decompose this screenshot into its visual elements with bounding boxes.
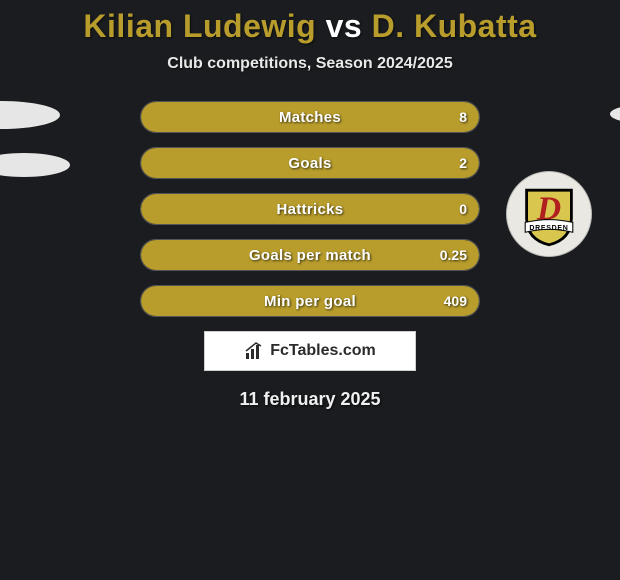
svg-text:DRESDEN: DRESDEN	[529, 225, 568, 232]
player2-name: D. Kubatta	[372, 8, 537, 44]
stat-bar-value: 0.25	[440, 240, 467, 270]
stat-bar-value: 2	[459, 148, 467, 178]
stat-bar-label: Hattricks	[141, 194, 479, 224]
stats-bars: Matches8Goals2Hattricks0Goals per match0…	[140, 101, 480, 317]
stat-bar-label: Goals	[141, 148, 479, 178]
stats-stage: Matches8Goals2Hattricks0Goals per match0…	[0, 101, 620, 317]
dynamo-dresden-logo-icon: D DRESDEN	[514, 179, 584, 249]
player1-name: Kilian Ludewig	[83, 8, 316, 44]
stat-bar-value: 8	[459, 102, 467, 132]
subtitle: Club competitions, Season 2024/2025	[0, 55, 620, 73]
brand-text: FcTables.com	[270, 342, 376, 360]
bar-chart-icon	[244, 341, 264, 361]
stat-bar-value: 409	[444, 286, 467, 316]
stat-bar-label: Goals per match	[141, 240, 479, 270]
stat-bar: Min per goal409	[140, 285, 480, 317]
comparison-title: Kilian Ludewig vs D. Kubatta	[0, 0, 620, 45]
date-label: 11 february 2025	[0, 389, 620, 410]
vs-separator: vs	[326, 8, 363, 44]
stat-bar: Goals2	[140, 147, 480, 179]
ellipse-icon	[0, 153, 70, 177]
brand-box: FcTables.com	[204, 331, 416, 371]
ellipse-icon	[610, 105, 620, 123]
club-badge: D DRESDEN	[506, 171, 592, 257]
stat-bar: Matches8	[140, 101, 480, 133]
ellipse-icon	[0, 101, 60, 129]
stat-bar-value: 0	[459, 194, 467, 224]
stat-bar: Hattricks0	[140, 193, 480, 225]
stat-bar: Goals per match0.25	[140, 239, 480, 271]
stat-bar-label: Matches	[141, 102, 479, 132]
stat-bar-label: Min per goal	[141, 286, 479, 316]
